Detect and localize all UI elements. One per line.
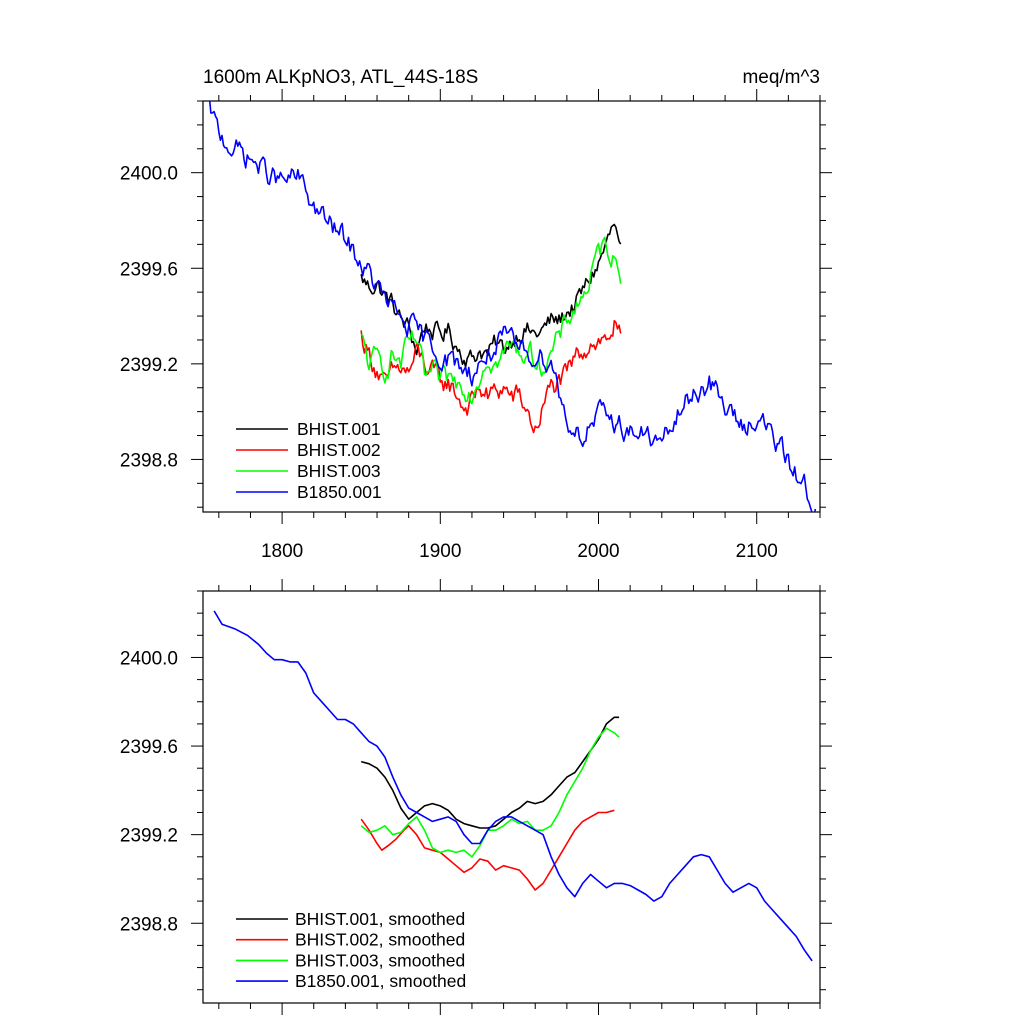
y-tick-label: 2399.6 [120, 737, 178, 758]
series-line-b1850-001-smoothed [213, 610, 813, 962]
series-line-bhist-002-smoothed [360, 809, 615, 891]
y-tick-label: 2398.8 [120, 914, 178, 935]
chart-title: 1600m ALKpNO3, ATL_44S-18S [203, 67, 478, 88]
legend-label: B1850.001 [297, 482, 382, 502]
y-tick-label: 2400.0 [120, 164, 178, 185]
legend-label: BHIST.001, smoothed [295, 909, 465, 929]
plot-frame [202, 100, 821, 513]
x-tick-label: 1900 [419, 541, 461, 562]
bottom-panel: 2398.8 2399.2 2399.6 2400.0 BHIST.001, smoot… [120, 579, 832, 1015]
series-line-bhist-003-smoothed [360, 727, 620, 858]
y-tick-label: 2400.0 [120, 648, 178, 669]
legend-label: BHIST.001 [297, 419, 381, 439]
y-tick-label: 2398.8 [120, 450, 178, 471]
y-tick-label: 2399.2 [120, 355, 178, 376]
top-panel: 2398.8 2399.2 2399.6 2400.0 1800 1900 2000 2100… [120, 89, 832, 562]
series-line-bhist-001 [360, 223, 622, 368]
plot-frame [202, 590, 821, 1004]
legend-label: BHIST.003 [297, 461, 381, 481]
x-tick-label: 1800 [261, 541, 303, 562]
axis-ticks [191, 89, 832, 524]
legend-label: BHIST.002, smoothed [295, 930, 465, 950]
series-line-b1850-001 [208, 101, 817, 512]
series-line-bhist-003 [360, 236, 622, 405]
y-tick-label: 2399.6 [120, 259, 178, 280]
legend-label: BHIST.002 [297, 440, 381, 460]
y-tick-label: 2399.2 [120, 826, 178, 847]
units-label: meq/m^3 [742, 67, 820, 88]
legend-label: BHIST.003, smoothed [295, 950, 465, 970]
series-line-bhist-002 [360, 319, 622, 434]
legend-label: B1850.001, smoothed [295, 971, 466, 991]
axis-ticks [191, 579, 832, 1015]
x-tick-label: 2100 [736, 541, 778, 562]
x-tick-label: 2000 [577, 541, 619, 562]
